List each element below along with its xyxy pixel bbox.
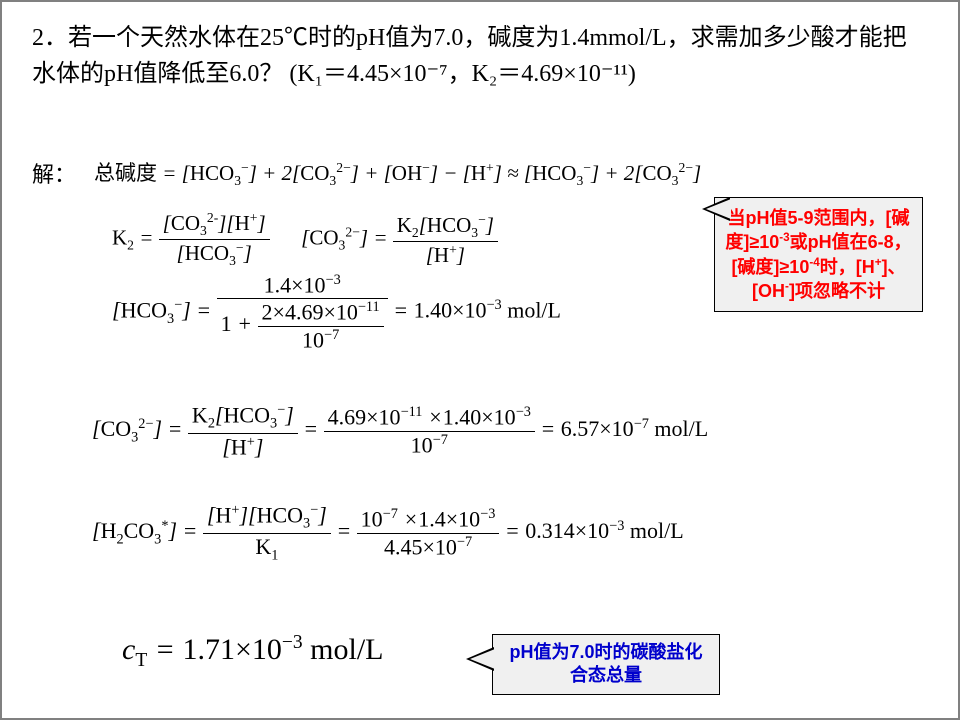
callout1-text: 当pH值5-9范围内，[碱度]≥10-3或pH值在6-8，[碱度]≥10-4时，… bbox=[725, 208, 911, 301]
eq-cT: cT = 1.71×10−3 mol/L bbox=[122, 632, 384, 672]
eq-hco3: [HCO3−] = 1.4×10−3 1 + 2×4.69×10−1110−7 … bbox=[112, 272, 561, 353]
callout2-text: pH值为7.0时的碳酸盐化合态总量 bbox=[509, 642, 702, 685]
eq-k2: K2 = [CO32-][H+][HCO3−] [CO32−] = K2[HCO… bbox=[112, 210, 498, 269]
eq-co3: [CO32−] = K2[HCO3−][H+] = 4.69×10−11 ×1.… bbox=[92, 402, 708, 460]
problem-statement: 2．若一个天然水体在25℃时的pH值为7.0，碱度为1.4mmol/L，求需加多… bbox=[32, 20, 928, 92]
callout-ph-range: 当pH值5-9范围内，[碱度]≥10-3或pH值在6-8，[碱度]≥10-4时，… bbox=[714, 197, 923, 312]
eq-h2co3: [H2CO3*] = [H+][HCO3−]K1 = 10−7 ×1.4×10−… bbox=[92, 502, 684, 564]
callout2-arrow-fill bbox=[470, 649, 495, 669]
problem-text: 2．若一个天然水体在25℃时的pH值为7.0，碱度为1.4mmol/L，求需加多… bbox=[32, 25, 907, 87]
callout-cT: pH值为7.0时的碳酸盐化合态总量 bbox=[492, 634, 720, 695]
solution-label: 解： bbox=[32, 157, 76, 189]
callout1-arrow-fill bbox=[706, 199, 731, 219]
eq-alkalinity: 总碱度 = [HCO3−] + 2[CO32−] + [OH−] − [H+] … bbox=[94, 157, 701, 189]
